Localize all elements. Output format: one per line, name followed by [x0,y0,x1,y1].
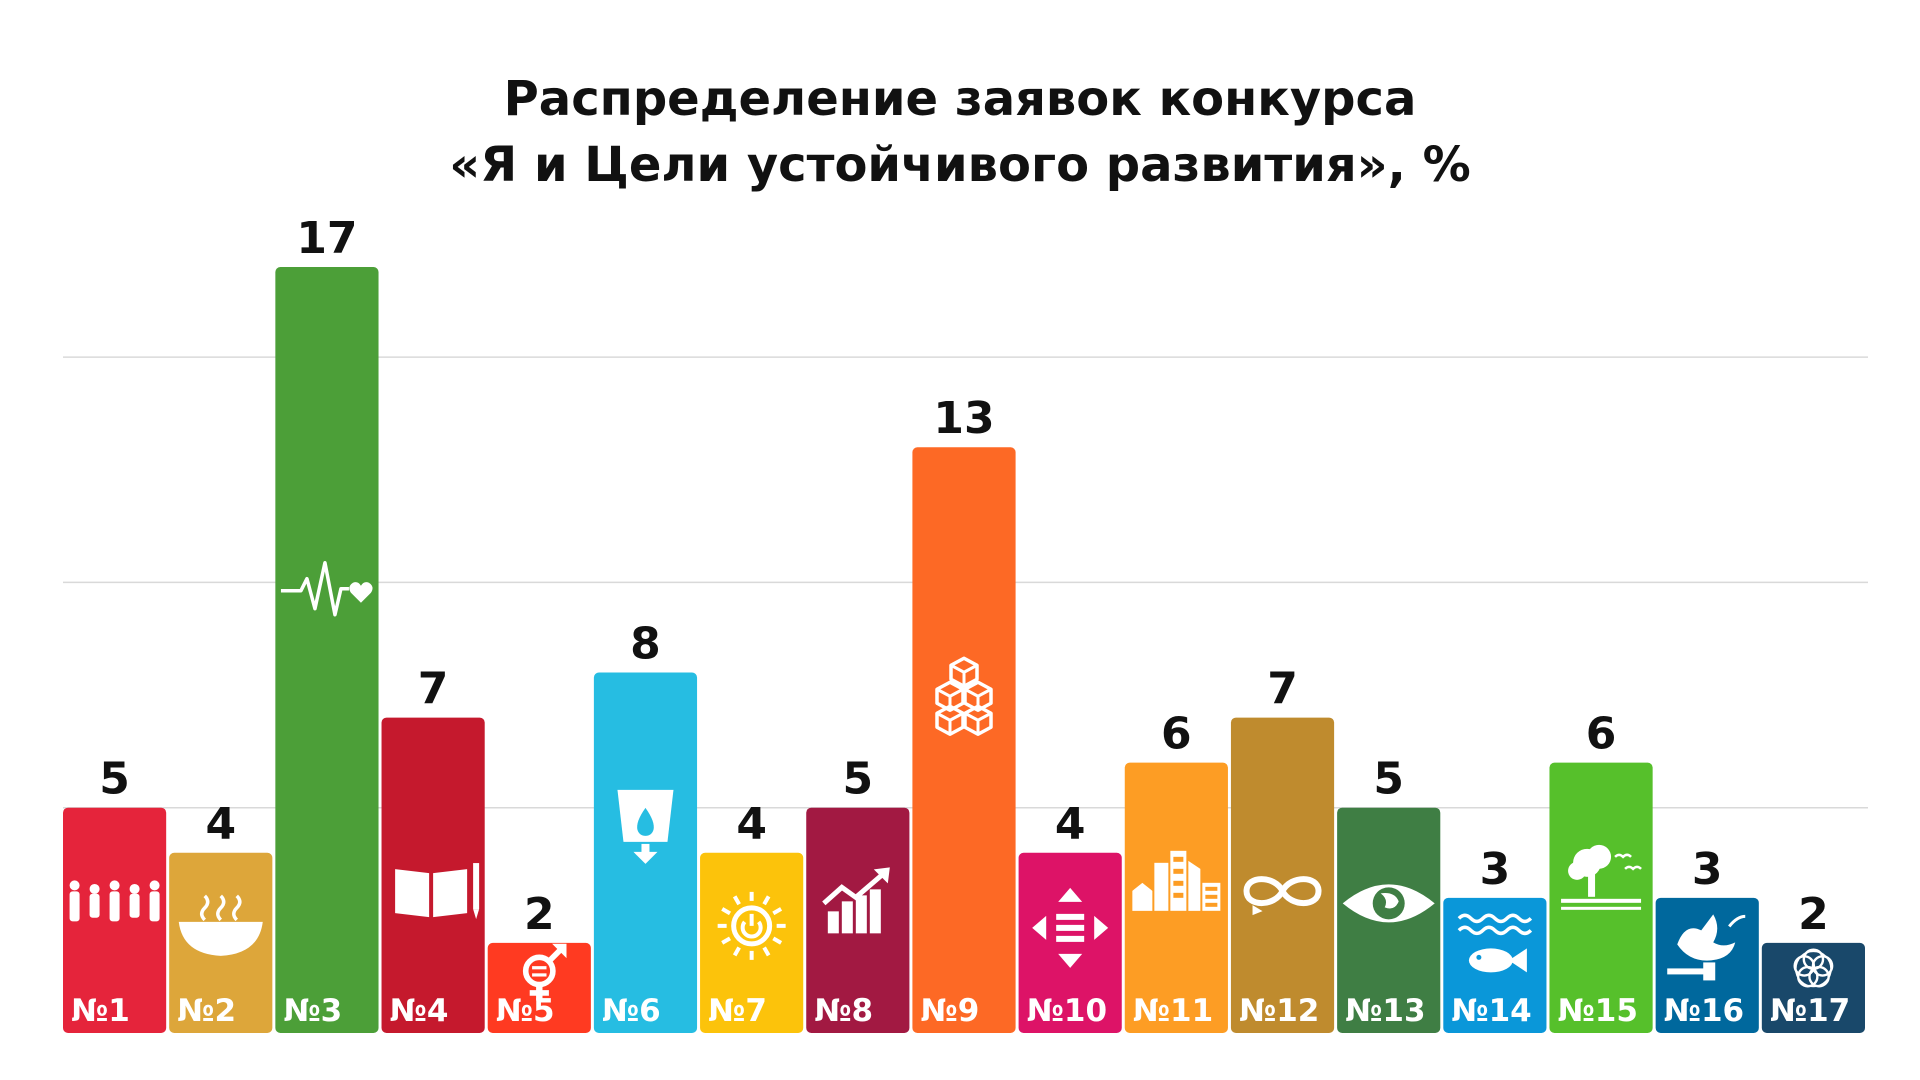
heartbeat-icon [280,560,373,617]
eye-globe-icon [1342,884,1435,923]
bar-12 [1230,717,1335,1033]
value-label-17: 2 [1798,889,1829,940]
value-label-14: 3 [1480,844,1511,895]
category-label-3: №3 [283,993,342,1029]
category-label-11: №11 [1133,993,1213,1029]
bar-9 [912,447,1016,1033]
growth-chart-icon [822,867,890,934]
bars: 5№14№217№37№42№58№64№75№813№94№106№117№1… [63,213,1865,1033]
value-label-2: 4 [205,799,236,850]
category-label-17: №17 [1770,993,1850,1029]
value-label-9: 13 [933,393,994,444]
tree-icon [1561,844,1642,910]
sun-power-icon [717,891,786,960]
bar-3 [275,267,379,1033]
value-label-15: 6 [1586,709,1617,760]
category-label-15: №15 [1557,993,1637,1029]
category-label-4: №4 [390,993,449,1029]
value-label-10: 4 [1055,799,1086,850]
value-label-4: 7 [418,664,449,715]
bar-15 [1549,762,1653,1033]
category-label-14: №14 [1451,993,1531,1029]
value-label-5: 2 [524,889,555,940]
chart-title-line-1: Распределение заявок конкурса [503,71,1417,127]
fish-icon [1457,913,1533,973]
value-label-8: 5 [843,754,874,805]
category-label-1: №1 [71,993,130,1029]
category-label-7: №7 [708,993,767,1029]
bar-17 [1761,942,1865,1033]
value-label-3: 17 [296,213,357,264]
category-label-10: №10 [1027,993,1107,1029]
cubes-icon [935,656,993,737]
infinity-icon [1243,876,1322,916]
equality-arrows-icon [1032,887,1109,968]
book-icon [395,863,480,920]
category-label-8: №8 [814,993,873,1029]
water-icon [617,789,674,864]
value-label-7: 4 [736,799,767,850]
city-icon [1132,850,1221,911]
flower-icon [1793,948,1834,988]
value-label-12: 7 [1267,664,1298,715]
people-icon [69,880,160,922]
category-label-6: №6 [602,993,661,1029]
category-label-9: №9 [920,993,979,1029]
bar-10 [1018,852,1122,1033]
chart-title-line-2: «Я и Цели устойчивого развития», % [449,137,1471,193]
category-label-13: №13 [1345,993,1425,1029]
value-label-16: 3 [1692,844,1723,895]
value-label-1: 5 [99,754,130,805]
chart-title: Распределение заявок конкурса «Я и Цели … [0,66,1920,198]
value-label-6: 8 [630,619,661,670]
value-label-13: 5 [1373,754,1404,805]
dove-gavel-icon [1667,914,1746,981]
category-label-2: №2 [177,993,236,1029]
category-label-5: №5 [496,993,555,1029]
bowl-icon [178,894,263,956]
category-label-16: №16 [1664,993,1744,1029]
gender-equality-icon [522,943,567,1001]
category-label-12: №12 [1239,993,1319,1029]
value-label-11: 6 [1161,709,1192,760]
